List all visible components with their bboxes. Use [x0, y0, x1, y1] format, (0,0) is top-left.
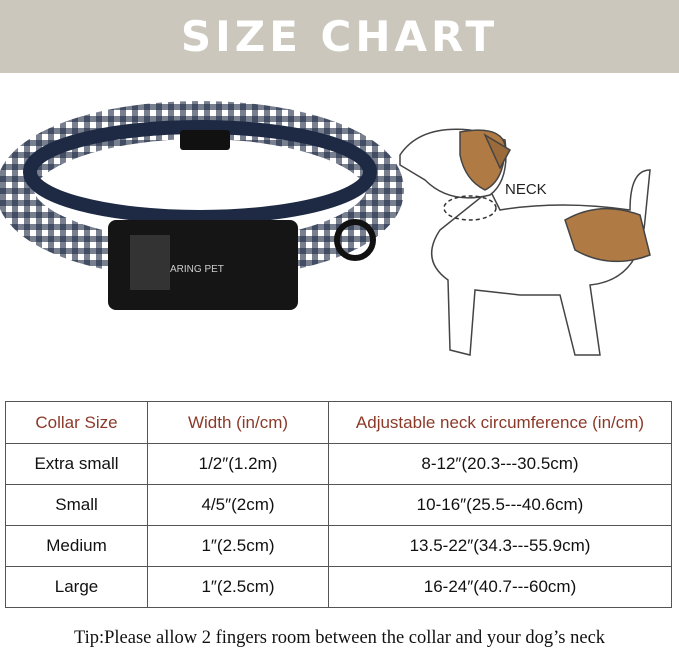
title-banner: SIZE CHART	[0, 0, 679, 73]
size-chart-table: Collar Size Width (in/cm) Adjustable nec…	[5, 401, 672, 608]
dog-illustration	[399, 128, 651, 356]
page-title: SIZE CHART	[180, 12, 499, 61]
cell: 13.5-22″(34.3---55.9cm)	[328, 525, 672, 567]
header-cell: Width (in/cm)	[147, 401, 329, 444]
cell: 10-16″(25.5---40.6cm)	[328, 484, 672, 526]
table-row: Small 4/5″(2cm) 10-16″(25.5---40.6cm)	[5, 484, 672, 526]
collar-image: ARING PET	[0, 101, 404, 310]
brand-logo: ARING PET	[170, 264, 224, 275]
cell: 16-24″(40.7---60cm)	[328, 566, 672, 608]
cell: Large	[5, 566, 148, 608]
product-illustration: ARING PET	[0, 101, 651, 356]
header-cell: Adjustable neck circumference (in/cm)	[328, 401, 672, 444]
cell: 8-12″(20.3---30.5cm)	[328, 443, 672, 485]
table-row: Large 1″(2.5cm) 16-24″(40.7---60cm)	[5, 566, 672, 608]
neck-label: NECK	[505, 181, 547, 198]
cell: Medium	[5, 525, 148, 567]
cell: Small	[5, 484, 148, 526]
header-cell: Collar Size	[5, 401, 148, 444]
cell: 4/5″(2cm)	[147, 484, 329, 526]
cell: 1″(2.5cm)	[147, 566, 329, 608]
table-row: Medium 1″(2.5cm) 13.5-22″(34.3---55.9cm)	[5, 525, 672, 567]
cell: 1″(2.5cm)	[147, 525, 329, 567]
cell: Extra small	[5, 443, 148, 485]
table-row: Extra small 1/2″(1.2m) 8-12″(20.3---30.5cm…	[5, 443, 672, 485]
table-header-row: Collar Size Width (in/cm) Adjustable nec…	[5, 401, 672, 444]
tip-text: Tip:Please allow 2 fingers room between …	[73, 628, 606, 648]
cell: 1/2″(1.2m)	[147, 443, 329, 485]
